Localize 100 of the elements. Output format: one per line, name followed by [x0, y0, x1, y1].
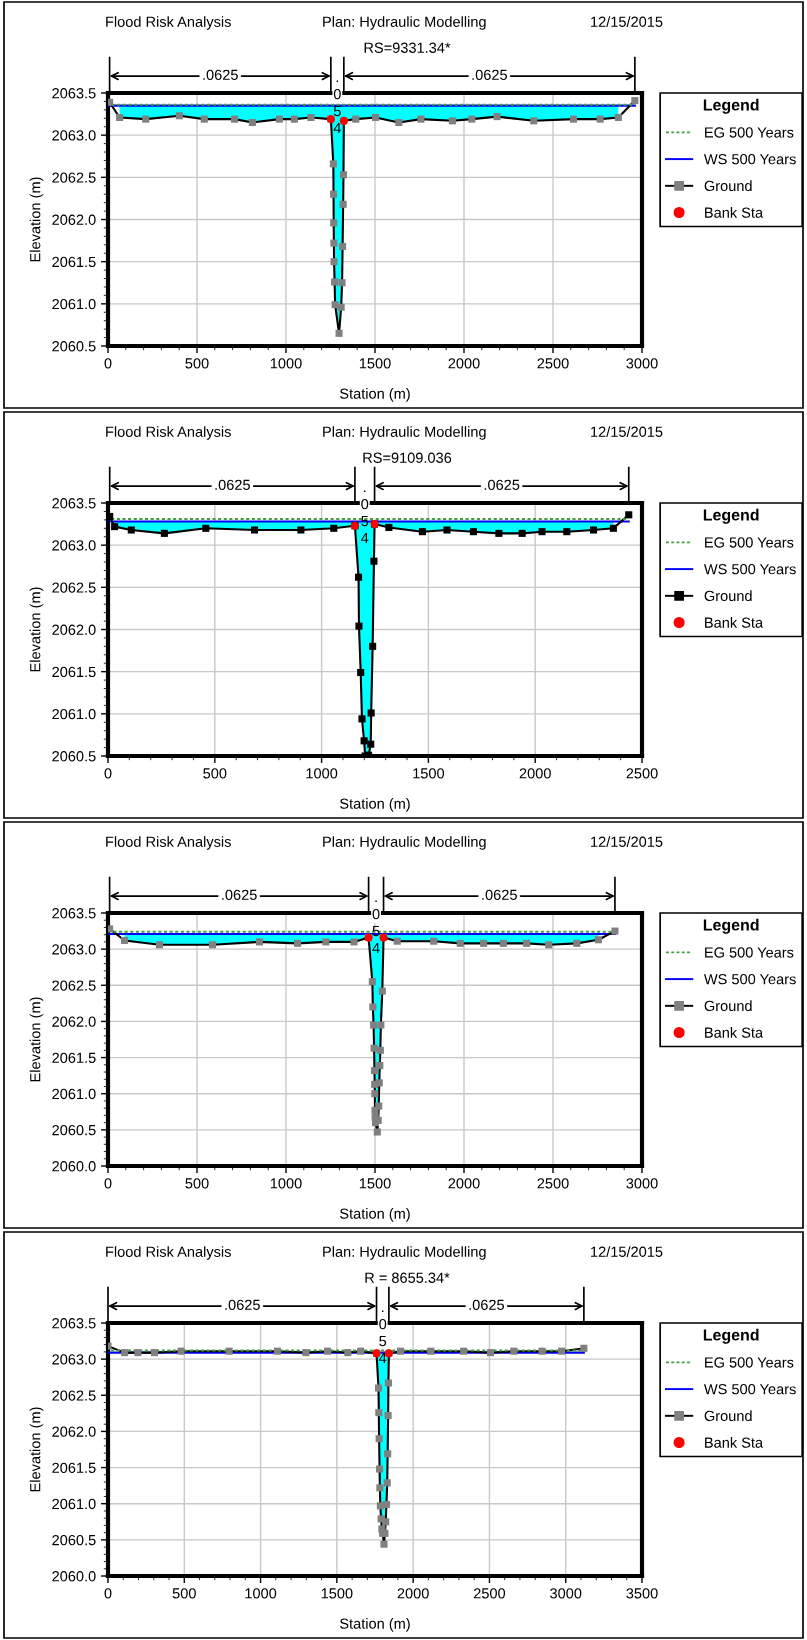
text: .0625: [482, 889, 517, 900]
legend-title: Legend: [703, 918, 759, 934]
legend-label: WS 500 Years: [703, 974, 796, 985]
y-tick-label: 2062.5: [52, 1390, 96, 1401]
x-tick-label: 3500: [626, 1588, 658, 1599]
x-axis-title: Station (m): [340, 798, 410, 812]
y-tick-label: 2062.5: [52, 980, 96, 991]
annotation: .054: [333, 80, 341, 134]
y-tick-label: 2063.5: [52, 1318, 96, 1329]
legend-label: Bank Sta: [705, 617, 764, 628]
y-tick-label: 2063.5: [52, 498, 96, 509]
legend-title: Legend: [703, 98, 759, 114]
x-tick-label: 1000: [270, 358, 302, 369]
x-tick-label: 1000: [245, 1588, 277, 1599]
chart-subtitle: R = 8655.34*: [365, 1272, 450, 1283]
legend-title: Legend: [703, 508, 759, 524]
y-axis-title: Elevation (m): [29, 997, 44, 1082]
legend-label: Ground: [704, 590, 752, 602]
text: .0625: [222, 889, 257, 900]
x-tick-label: 1000: [306, 768, 338, 779]
x-tick-label: 2500: [537, 358, 569, 369]
annotation: .054: [378, 1310, 387, 1364]
x-tick-label: 0: [104, 768, 112, 779]
chart-title: Flood Risk Analysis: [106, 836, 231, 850]
y-tick-label: 2060.5: [52, 751, 96, 762]
x-axis-title: Station (m): [340, 1618, 410, 1632]
legend-label: EG 500 Years: [705, 537, 794, 548]
y-tick-label: 2063.0: [52, 130, 96, 141]
legend-label: Ground: [704, 180, 752, 192]
x-tick-label: 500: [185, 1178, 209, 1189]
x-tick-label: 2000: [397, 1588, 429, 1599]
legend-label: Bank Sta: [705, 1437, 764, 1448]
chart-subtitle: RS=9331.34*: [364, 42, 451, 53]
y-tick-label: 2062.0: [52, 214, 96, 225]
x-tick-label: 1500: [359, 358, 391, 369]
text: Plan: Hydraulic Modelling: [323, 1246, 486, 1260]
y-tick-label: 2063.5: [52, 88, 96, 99]
legend-label: Ground: [704, 1410, 752, 1422]
x-tick-label: 1500: [413, 768, 445, 779]
legend-label: EG 500 Years: [705, 947, 794, 958]
legend-label: WS 500 Years: [703, 564, 796, 575]
y-tick-label: 2061.5: [52, 1462, 96, 1473]
text: .0625: [469, 1299, 505, 1310]
y-tick-label: 2062.0: [52, 1426, 96, 1437]
legend-label: Bank Sta: [705, 207, 764, 218]
text: 12/15/2015: [591, 16, 663, 27]
text: .0625: [484, 479, 520, 490]
y-tick-label: 2060.0: [52, 1161, 96, 1172]
x-tick-label: 1000: [270, 1178, 302, 1189]
x-tick-label: 500: [185, 358, 209, 369]
y-tick-label: 2061.0: [52, 1088, 96, 1100]
text: 12/15/2015: [591, 1246, 663, 1257]
y-tick-label: 2062.5: [52, 582, 96, 593]
text: 12/15/2015: [591, 836, 663, 847]
y-tick-label: 2063.5: [52, 908, 96, 919]
y-tick-label: 2063.0: [52, 944, 96, 955]
text: .0625: [215, 479, 250, 490]
y-tick-label: 2060.5: [52, 1534, 96, 1546]
y-tick-label: 2061.5: [52, 256, 96, 268]
chart-subtitle: RS=9109.036: [363, 452, 452, 463]
y-axis-title: Elevation (m): [29, 587, 44, 672]
legend-label: WS 500 Years: [703, 154, 796, 165]
legend-title: Legend: [703, 1328, 759, 1344]
legend-label: EG 500 Years: [705, 127, 794, 138]
legend-label: Ground: [704, 1000, 752, 1012]
chart-title: Flood Risk Analysis: [106, 426, 231, 440]
legend-label: EG 500 Years: [705, 1357, 794, 1368]
y-tick-label: 2062.0: [52, 624, 96, 635]
y-tick-label: 2063.0: [52, 1354, 96, 1365]
x-tick-label: 2000: [519, 768, 551, 779]
x-tick-label: 3000: [626, 358, 658, 369]
y-axis-title: Elevation (m): [29, 1407, 44, 1492]
text: Plan: Hydraulic Modelling: [323, 16, 486, 30]
y-tick-label: 2062.5: [52, 172, 96, 183]
text: .0625: [203, 69, 238, 80]
legend-label: WS 500 Years: [703, 1384, 796, 1395]
text: 12/15/2015: [591, 426, 663, 437]
x-tick-label: 3000: [550, 1588, 582, 1599]
chart-title: Flood Risk Analysis: [106, 1246, 231, 1260]
y-tick-label: 2060.0: [52, 1571, 96, 1582]
x-tick-label: 2500: [626, 768, 658, 779]
x-tick-label: 0: [104, 1588, 112, 1599]
chart-title: Flood Risk Analysis: [106, 16, 231, 30]
x-tick-label: 2500: [537, 1178, 569, 1189]
x-tick-label: 2000: [448, 358, 480, 369]
y-tick-label: 2060.5: [52, 1124, 96, 1136]
x-tick-label: 500: [203, 768, 227, 779]
x-tick-label: 500: [172, 1588, 196, 1599]
y-axis-title: Elevation (m): [29, 177, 44, 262]
y-tick-label: 2061.5: [52, 666, 96, 678]
x-tick-label: 1500: [359, 1178, 391, 1189]
y-tick-label: 2063.0: [52, 540, 96, 551]
y-tick-label: 2061.5: [52, 1052, 96, 1063]
x-tick-label: 3000: [626, 1178, 658, 1189]
x-axis-title: Station (m): [340, 1208, 410, 1222]
text: Plan: Hydraulic Modelling: [323, 836, 486, 850]
y-tick-label: 2061.0: [52, 1498, 96, 1510]
x-tick-label: 2000: [448, 1178, 480, 1189]
x-tick-label: 1500: [321, 1588, 353, 1599]
x-tick-label: 0: [104, 1178, 112, 1189]
